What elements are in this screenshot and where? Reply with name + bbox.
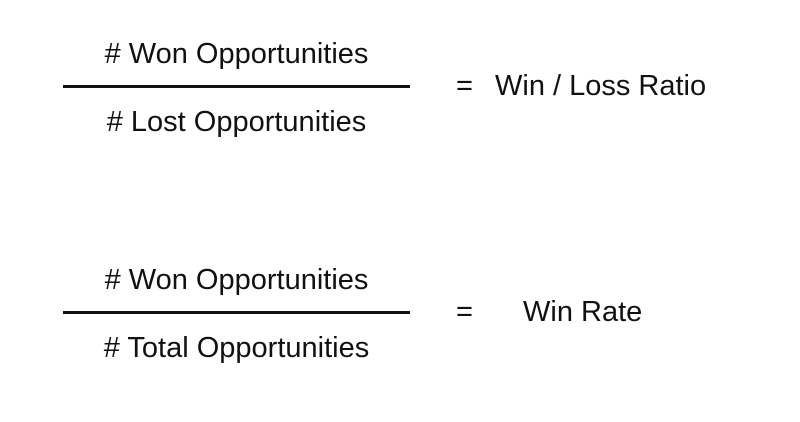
equals-sign: = bbox=[456, 296, 473, 328]
formula-result: Win Rate bbox=[523, 296, 643, 328]
formula-result: Win / Loss Ratio bbox=[495, 70, 707, 102]
numerator: # Won Opportunities bbox=[104, 38, 369, 70]
fraction-bar bbox=[63, 85, 410, 88]
win-rate-formula: # Won Opportunities # Total Opportunitie… bbox=[0, 256, 800, 376]
denominator: # Lost Opportunities bbox=[106, 106, 367, 138]
numerator: # Won Opportunities bbox=[104, 264, 369, 296]
fraction-bar bbox=[63, 311, 410, 314]
equals-sign: = bbox=[456, 70, 473, 102]
win-loss-ratio-formula: # Won Opportunities # Lost Opportunities… bbox=[0, 30, 800, 150]
denominator: # Total Opportunities bbox=[103, 332, 370, 364]
